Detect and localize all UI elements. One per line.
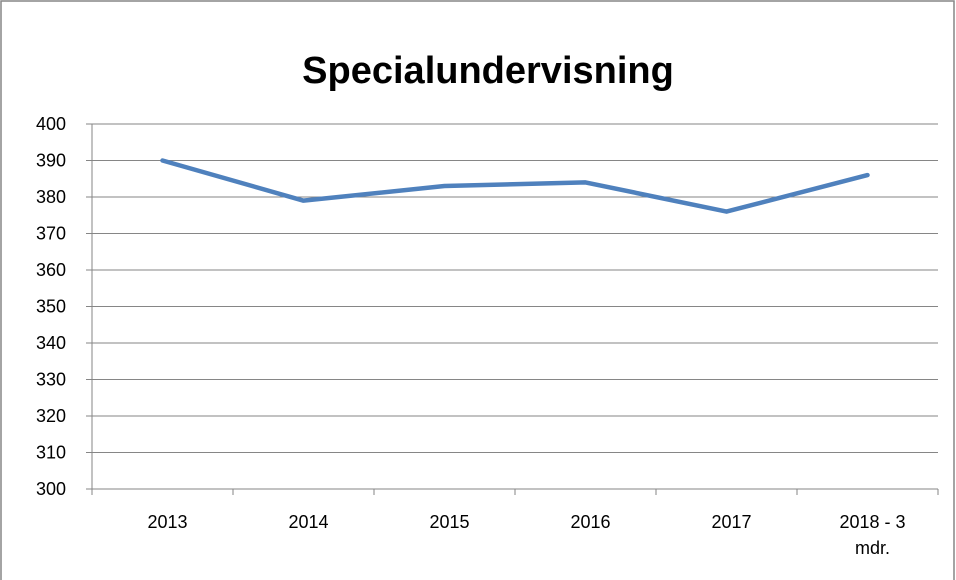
y-tick-label: 390	[36, 150, 66, 170]
x-tick-label: 2016	[570, 512, 611, 532]
y-tick-label: 310	[36, 442, 66, 462]
y-tick-label: 350	[36, 296, 66, 316]
x-tick-label: 2015	[429, 512, 470, 532]
x-tick-label: 2018 - 3 mdr.	[839, 512, 906, 558]
y-tick-label: 380	[36, 187, 66, 207]
y-tick-label: 340	[36, 333, 66, 353]
y-tick-label: 330	[36, 369, 66, 389]
x-tick-label: 2017	[711, 512, 752, 532]
y-tick-label: 300	[36, 479, 66, 499]
chart-title: Specialundervisning	[302, 50, 674, 92]
data-line	[160, 158, 870, 214]
y-tick-label: 360	[36, 260, 66, 280]
y-tick-label: 400	[36, 114, 66, 134]
y-tick-label: 370	[36, 223, 66, 243]
x-tick-label: 2014	[288, 512, 329, 532]
y-tick-label: 320	[36, 406, 66, 426]
x-tick-label: 2013	[147, 512, 188, 532]
